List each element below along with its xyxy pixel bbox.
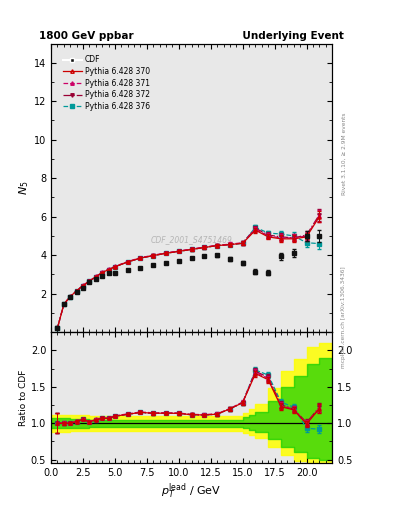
Text: Rivet 3.1.10, ≥ 2.9M events: Rivet 3.1.10, ≥ 2.9M events	[342, 112, 346, 195]
Y-axis label: Ratio to CDF: Ratio to CDF	[19, 370, 28, 426]
Title: 1800 GeV ppbar                              Underlying Event: 1800 GeV ppbar Underlying Event	[39, 31, 344, 41]
Legend: CDF, Pythia 6.428 370, Pythia 6.428 371, Pythia 6.428 372, Pythia 6.428 376: CDF, Pythia 6.428 370, Pythia 6.428 371,…	[60, 52, 153, 114]
X-axis label: $p_T^{\rm lead}$ / GeV: $p_T^{\rm lead}$ / GeV	[162, 481, 222, 501]
Y-axis label: $N_5$: $N_5$	[17, 181, 31, 195]
Text: mcplots.cern.ch [arXiv:1306.3436]: mcplots.cern.ch [arXiv:1306.3436]	[342, 267, 346, 368]
Text: CDF_2001_S4751469: CDF_2001_S4751469	[151, 236, 233, 244]
